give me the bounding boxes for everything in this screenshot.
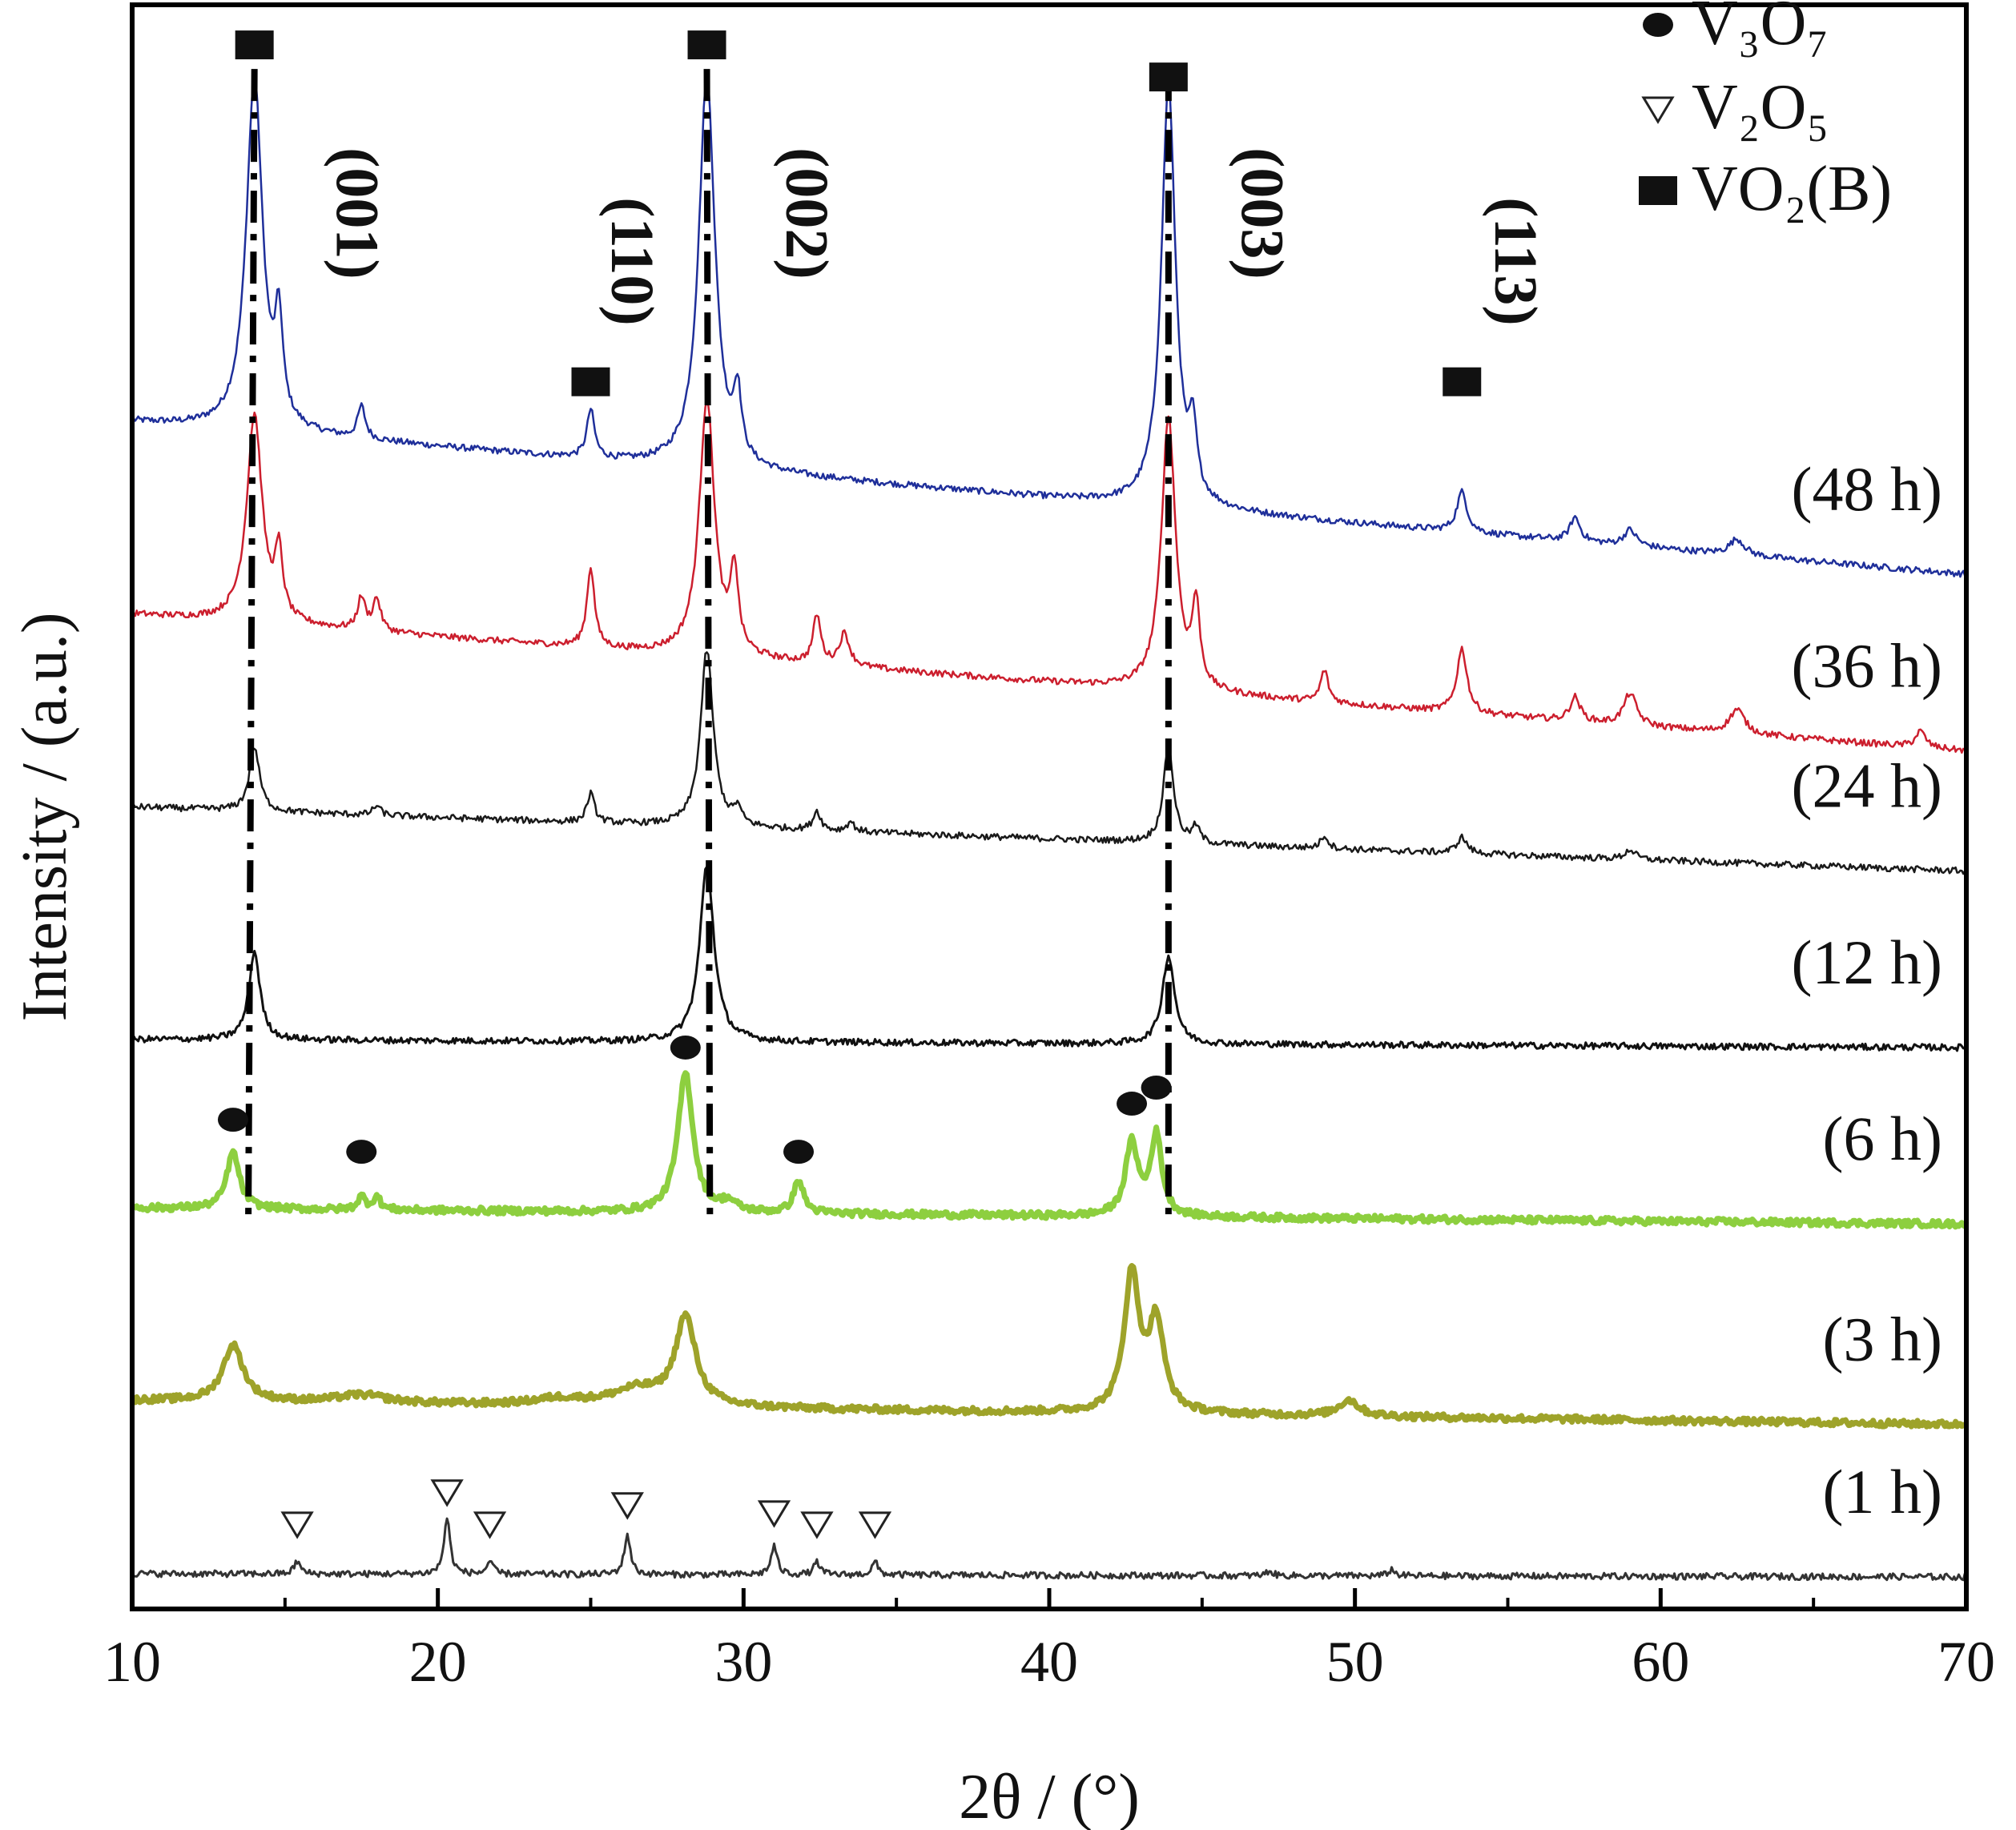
reflection-guide-line (245, 69, 258, 1225)
curve-labels: (48 h) (36 h) (24 h) (12 h) (6 h) (3 h) (1 h) (1792, 454, 1942, 1526)
v3o7-marker (670, 1035, 701, 1060)
vo2b-marker (1639, 176, 1677, 205)
vo2b-marker (571, 367, 610, 396)
v3o7-marker (1141, 1076, 1172, 1100)
series-label: (3 h) (1823, 1305, 1942, 1374)
v3o7-marker (217, 1108, 248, 1132)
vo2b-marker (235, 30, 274, 60)
vo2b-marker (687, 30, 726, 60)
series-label: (6 h) (1823, 1104, 1942, 1173)
series-line (132, 865, 1968, 1052)
v2o5-marker (473, 1511, 507, 1539)
series-label: (48 h) (1792, 454, 1942, 524)
hkl-label: (113) (1482, 197, 1549, 325)
hkl-labels: (001) (110) (002) (003) (113) (324, 147, 1550, 326)
legend: V₃O₇ V₂O₅ VO₂(B) (1639, 0, 1892, 224)
y-axis-title: Intensity / (a.u.) (10, 613, 80, 1022)
legend-label: V₂O₅ (1692, 72, 1829, 143)
series-label: (24 h) (1792, 751, 1942, 821)
series-line (133, 1517, 1968, 1582)
x-tick-label: 20 (409, 1630, 467, 1694)
x-axis: 10 20 30 40 50 60 70 (103, 1588, 1995, 1694)
markers-layer (217, 30, 1482, 1539)
series-line (132, 72, 1967, 578)
v2o5-marker (430, 1479, 464, 1507)
x-tick-label: 10 (103, 1630, 161, 1694)
v2o5-marker (1641, 96, 1675, 124)
series-line (131, 1070, 1970, 1230)
vo2b-marker (1149, 62, 1188, 92)
series-line (132, 399, 1967, 754)
v2o5-marker (280, 1511, 314, 1539)
series-line (131, 1263, 1969, 1430)
x-axis-title: 2θ / (°) (959, 1762, 1140, 1830)
plot-frame (130, 2, 1969, 1611)
hkl-label: (002) (773, 147, 840, 280)
x-tick-label: 40 (1020, 1630, 1078, 1694)
v2o5-marker (757, 1500, 791, 1528)
v2o5-marker (858, 1511, 892, 1539)
legend-label: V₃O₇ (1692, 0, 1829, 58)
hkl-label: (001) (324, 147, 391, 280)
series-label: (1 h) (1823, 1457, 1942, 1526)
series-label: (12 h) (1792, 927, 1942, 997)
x-tick-label: 50 (1326, 1630, 1384, 1694)
v3o7-marker (1117, 1092, 1148, 1116)
x-tick-label: 70 (1938, 1630, 1995, 1694)
v2o5-marker (610, 1492, 644, 1520)
v3o7-marker (783, 1140, 815, 1164)
v3o7-marker (1643, 13, 1673, 37)
hkl-label: (003) (1228, 147, 1295, 280)
plot-layer (131, 72, 1970, 1582)
series-label: (36 h) (1792, 630, 1942, 700)
x-tick-label: 60 (1632, 1630, 1689, 1694)
legend-label: VO₂(B) (1692, 154, 1892, 224)
v2o5-marker (800, 1511, 834, 1539)
hkl-label: (110) (598, 197, 666, 325)
guide-lines (245, 69, 1172, 1225)
v3o7-marker (346, 1140, 377, 1164)
vo2b-marker (1443, 367, 1482, 396)
x-tick-label: 30 (714, 1630, 772, 1694)
series-line (132, 651, 1967, 875)
reflection-guide-line (703, 69, 714, 1225)
